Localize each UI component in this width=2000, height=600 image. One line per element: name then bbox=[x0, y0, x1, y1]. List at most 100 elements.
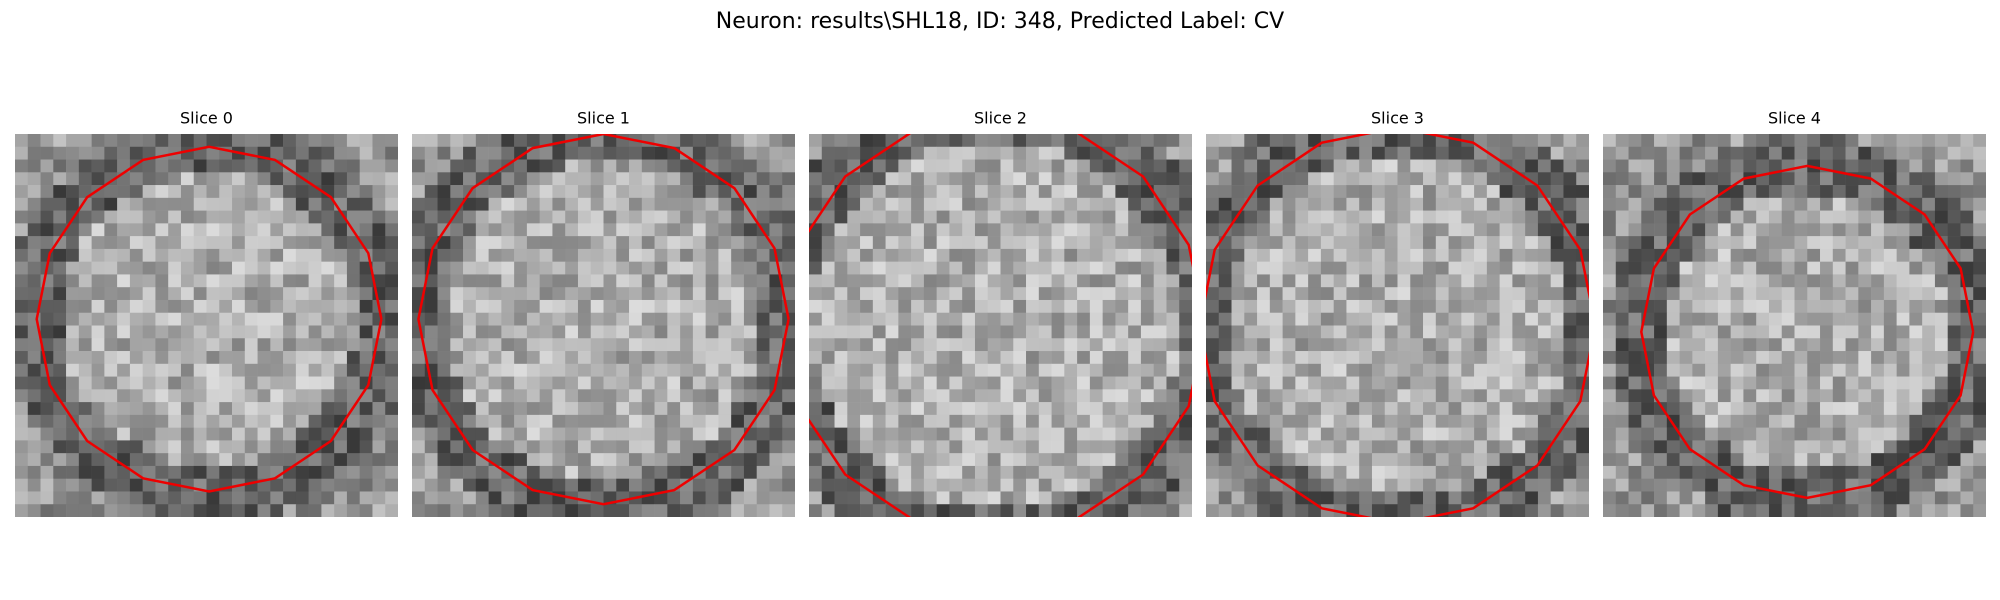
pixel bbox=[923, 236, 937, 250]
pixel bbox=[78, 172, 92, 186]
pixel bbox=[168, 159, 182, 173]
pixel bbox=[1474, 402, 1488, 416]
pixel bbox=[412, 210, 426, 224]
pixel bbox=[244, 134, 258, 148]
pixel bbox=[129, 299, 143, 314]
pixel bbox=[821, 299, 835, 314]
pixel bbox=[321, 402, 335, 416]
pixel bbox=[731, 197, 745, 211]
pixel bbox=[1295, 134, 1309, 148]
pixel bbox=[718, 478, 732, 492]
pixel bbox=[756, 491, 770, 505]
pixel bbox=[321, 172, 335, 186]
pixel bbox=[232, 453, 246, 467]
pixel bbox=[1832, 223, 1846, 237]
pixel bbox=[1603, 197, 1617, 211]
pixel bbox=[1576, 287, 1589, 301]
pixel bbox=[526, 210, 540, 224]
pixel bbox=[1692, 223, 1706, 237]
pixel bbox=[898, 172, 912, 186]
pixel bbox=[1102, 134, 1116, 148]
pixel bbox=[1858, 134, 1872, 148]
pixel bbox=[1896, 248, 1910, 262]
pixel bbox=[1641, 389, 1655, 403]
pixel bbox=[1128, 338, 1142, 352]
pixel bbox=[782, 351, 795, 365]
pixel bbox=[168, 185, 182, 199]
pixel bbox=[1359, 197, 1373, 211]
pixel bbox=[1576, 504, 1589, 517]
pixel bbox=[270, 478, 284, 492]
pixel bbox=[53, 414, 67, 428]
pixel bbox=[809, 351, 823, 365]
pixel bbox=[1000, 287, 1014, 301]
pixel bbox=[949, 248, 963, 262]
pixel bbox=[629, 312, 643, 326]
pixel bbox=[463, 453, 477, 467]
pixel bbox=[1346, 453, 1360, 467]
pixel bbox=[911, 478, 925, 492]
pixel bbox=[1756, 491, 1770, 505]
pixel bbox=[1781, 465, 1795, 479]
pixel bbox=[1832, 210, 1846, 224]
pixel bbox=[552, 338, 566, 352]
pixel bbox=[385, 146, 398, 160]
pixel bbox=[782, 248, 795, 262]
panel: Slice 3 bbox=[1206, 109, 1589, 517]
pixel bbox=[244, 351, 258, 365]
pixel bbox=[1717, 338, 1731, 352]
pixel bbox=[1038, 274, 1052, 288]
pixel bbox=[91, 287, 105, 301]
pixel bbox=[168, 440, 182, 454]
pixel bbox=[1883, 134, 1897, 148]
pixel bbox=[974, 414, 989, 428]
pixel bbox=[129, 478, 143, 492]
pixel bbox=[936, 389, 950, 403]
pixel bbox=[1896, 351, 1910, 365]
pixel bbox=[769, 478, 783, 492]
pixel bbox=[437, 197, 451, 211]
pixel bbox=[450, 172, 464, 186]
pixel bbox=[1038, 325, 1052, 339]
pixel bbox=[1909, 210, 1923, 224]
pixel bbox=[1628, 134, 1642, 148]
pixel bbox=[1423, 504, 1437, 517]
pixel bbox=[1692, 376, 1706, 390]
pixel bbox=[1231, 478, 1245, 492]
pixel bbox=[809, 491, 823, 505]
pixel bbox=[1628, 197, 1642, 211]
pixel bbox=[743, 440, 757, 454]
pixel bbox=[1896, 504, 1910, 517]
pixel bbox=[1525, 402, 1539, 416]
pixel bbox=[1474, 159, 1488, 173]
pixel bbox=[705, 465, 719, 479]
pixel bbox=[219, 312, 233, 326]
pixel bbox=[334, 185, 348, 199]
pixel bbox=[1717, 351, 1731, 365]
pixel bbox=[1666, 325, 1680, 339]
pixel bbox=[1743, 453, 1757, 467]
pixel bbox=[743, 159, 757, 173]
panel: Slice 1 bbox=[412, 109, 795, 517]
pixel bbox=[1615, 197, 1629, 211]
pixel bbox=[667, 299, 681, 314]
pixel bbox=[1486, 287, 1500, 301]
pixel bbox=[1576, 440, 1589, 454]
pixel bbox=[860, 478, 874, 492]
pixel bbox=[821, 376, 835, 390]
pixel bbox=[1705, 478, 1719, 492]
pixel bbox=[1499, 261, 1513, 275]
pixel bbox=[1026, 185, 1040, 199]
pixel bbox=[1346, 478, 1360, 492]
pixel bbox=[1013, 287, 1027, 301]
pixel bbox=[1832, 414, 1846, 428]
pixel bbox=[40, 402, 54, 416]
pixel bbox=[1499, 427, 1513, 441]
pixel bbox=[1346, 414, 1360, 428]
pixel bbox=[911, 453, 925, 467]
pixel bbox=[1269, 491, 1283, 505]
pixel bbox=[1218, 504, 1232, 517]
pixel bbox=[1820, 504, 1834, 517]
pixel bbox=[654, 351, 668, 365]
pixel bbox=[667, 414, 681, 428]
